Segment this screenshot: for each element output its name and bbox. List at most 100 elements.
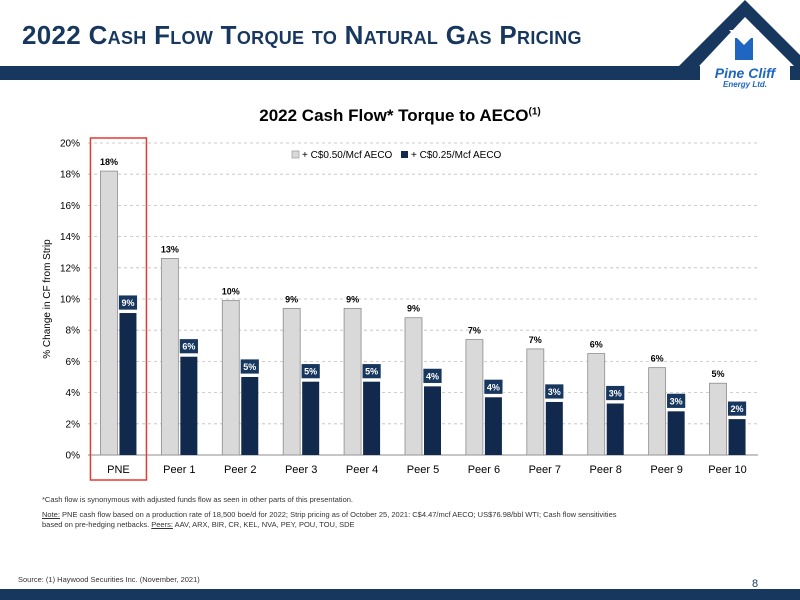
- x-tick-label: Peer 8: [590, 464, 622, 476]
- footer-band: [0, 589, 800, 600]
- note-label: Note:: [42, 510, 60, 519]
- chart-title-superscript: (1): [528, 106, 541, 118]
- bar-series-2: [241, 377, 259, 455]
- x-tick-label: PNE: [107, 464, 130, 476]
- bar-series-2: [728, 419, 746, 455]
- company-logo-subtitle: Energy Ltd.: [722, 80, 767, 89]
- data-label-box: [361, 363, 382, 380]
- data-label-box: [666, 392, 687, 409]
- bar-series-1: [648, 367, 667, 456]
- data-label-series-1: 18%: [100, 157, 118, 167]
- logo-roof-graphic: [665, 0, 800, 80]
- data-label-series-1: 9%: [407, 304, 420, 314]
- y-tick-label: 2%: [66, 419, 81, 430]
- data-label-series-2: 4%: [426, 371, 439, 381]
- y-tick-label: 6%: [66, 357, 81, 368]
- bar-series-1: [404, 317, 423, 456]
- data-label-box: [178, 338, 199, 355]
- data-label-series-1: 7%: [468, 326, 481, 336]
- bar-series-1: [343, 307, 362, 456]
- data-label-series-1: 9%: [346, 294, 359, 304]
- bar-series-1: [709, 382, 727, 456]
- x-tick-label: Peer 10: [708, 464, 747, 476]
- bar-series-2: [545, 401, 563, 455]
- data-label-series-2: 5%: [365, 367, 378, 377]
- peers-text: AAV, ARX, BIR, CR, KEL, NVA, PEY, POU, T…: [172, 520, 355, 529]
- data-label-series-1: 5%: [712, 369, 725, 379]
- data-label-series-2: 5%: [243, 362, 256, 372]
- y-tick-label: 10%: [60, 295, 80, 306]
- footnote-peers: based on pre-hedging netbacks. Peers: AA…: [42, 520, 355, 530]
- data-label-series-2: 9%: [121, 298, 134, 308]
- footnote-note: Note: PNE cash flow based on a productio…: [42, 510, 617, 520]
- y-tick-label: 18%: [60, 170, 80, 181]
- data-label-series-2: 3%: [670, 396, 683, 406]
- bar-series-1: [221, 300, 240, 456]
- bar-series-2: [424, 386, 441, 455]
- page-number: 8: [752, 578, 759, 590]
- chart-title: 2022 Cash Flow* Torque to AECO(1): [0, 106, 800, 126]
- y-tick-label: 0%: [66, 451, 81, 462]
- x-tick-label: Peer 4: [346, 464, 378, 476]
- bar-series-2: [363, 381, 381, 455]
- slide-title-year: 2022: [22, 20, 82, 50]
- data-label-series-2: 5%: [304, 367, 317, 377]
- bar-series-2: [667, 411, 685, 455]
- highlight-box: [89, 137, 148, 481]
- legend-swatch-series-1: [291, 150, 300, 159]
- bar-series-2: [484, 397, 502, 455]
- x-tick-label: Peer 6: [468, 464, 500, 476]
- data-label-series-2: 3%: [609, 389, 622, 399]
- y-tick-label: 4%: [66, 388, 81, 399]
- pine-tree-icon: [735, 38, 753, 60]
- x-tick-label: Peer 1: [163, 464, 195, 476]
- bar-series-1: [282, 307, 301, 456]
- bar-series-2: [119, 313, 137, 455]
- data-label-series-2: 6%: [182, 342, 195, 352]
- data-label-series-1: 6%: [651, 354, 664, 364]
- header-band: [0, 66, 800, 80]
- bar-series-2: [180, 356, 198, 455]
- x-tick-label: Peer 3: [285, 464, 317, 476]
- data-label-box: [118, 294, 138, 311]
- data-label-series-2: 3%: [548, 387, 561, 397]
- slide-title-text: Cash Flow Torque to Natural Gas Pricing: [88, 20, 582, 50]
- slide-title: 2022 Cash Flow Torque to Natural Gas Pri…: [22, 20, 582, 51]
- data-label-series-2: 4%: [487, 382, 500, 392]
- data-label-box: [605, 385, 626, 401]
- chart-title-text: 2022 Cash Flow* Torque to AECO: [259, 106, 529, 125]
- y-tick-label: 14%: [60, 232, 80, 243]
- bar-series-2: [606, 403, 624, 455]
- data-label-box: [544, 383, 565, 400]
- note-text-continued: based on pre-hedging netbacks.: [42, 520, 152, 529]
- source-citation: Source: (1) Haywood Securities Inc. (Nov…: [18, 575, 200, 584]
- bar-series-2: [302, 381, 320, 455]
- bar-series-1: [160, 258, 179, 456]
- y-tick-label: 8%: [66, 326, 81, 337]
- data-label-box: [422, 367, 443, 384]
- y-axis-label: % Change in CF from Strip: [42, 239, 53, 359]
- data-label-series-1: 7%: [529, 335, 542, 345]
- bar-series-1: [465, 339, 484, 456]
- data-label-series-2: 2%: [731, 404, 744, 414]
- footnote-cash-flow: *Cash flow is synonymous with adjusted f…: [42, 495, 353, 504]
- x-tick-label: Peer 9: [650, 464, 682, 476]
- data-label-series-1: 6%: [590, 340, 603, 350]
- x-tick-label: Peer 7: [529, 464, 561, 476]
- data-label-series-1: 9%: [285, 294, 298, 304]
- peers-label: Peers:: [151, 520, 173, 529]
- x-tick-label: Peer 5: [407, 464, 439, 476]
- y-tick-label: 16%: [60, 201, 80, 212]
- company-logo-name: Pine Cliff: [700, 66, 790, 80]
- data-label-box: [727, 400, 747, 417]
- data-label-box: [239, 358, 260, 375]
- data-label-series-1: 10%: [222, 287, 240, 297]
- y-tick-label: 20%: [60, 139, 80, 150]
- bar-series-1: [100, 170, 118, 456]
- bar-series-1: [526, 348, 545, 456]
- legend-swatch-series-2: [401, 151, 408, 158]
- bar-series-1: [587, 353, 606, 456]
- legend-label-series-1: + C$0.50/Mcf AECO: [302, 150, 393, 161]
- x-tick-label: Peer 2: [224, 464, 256, 476]
